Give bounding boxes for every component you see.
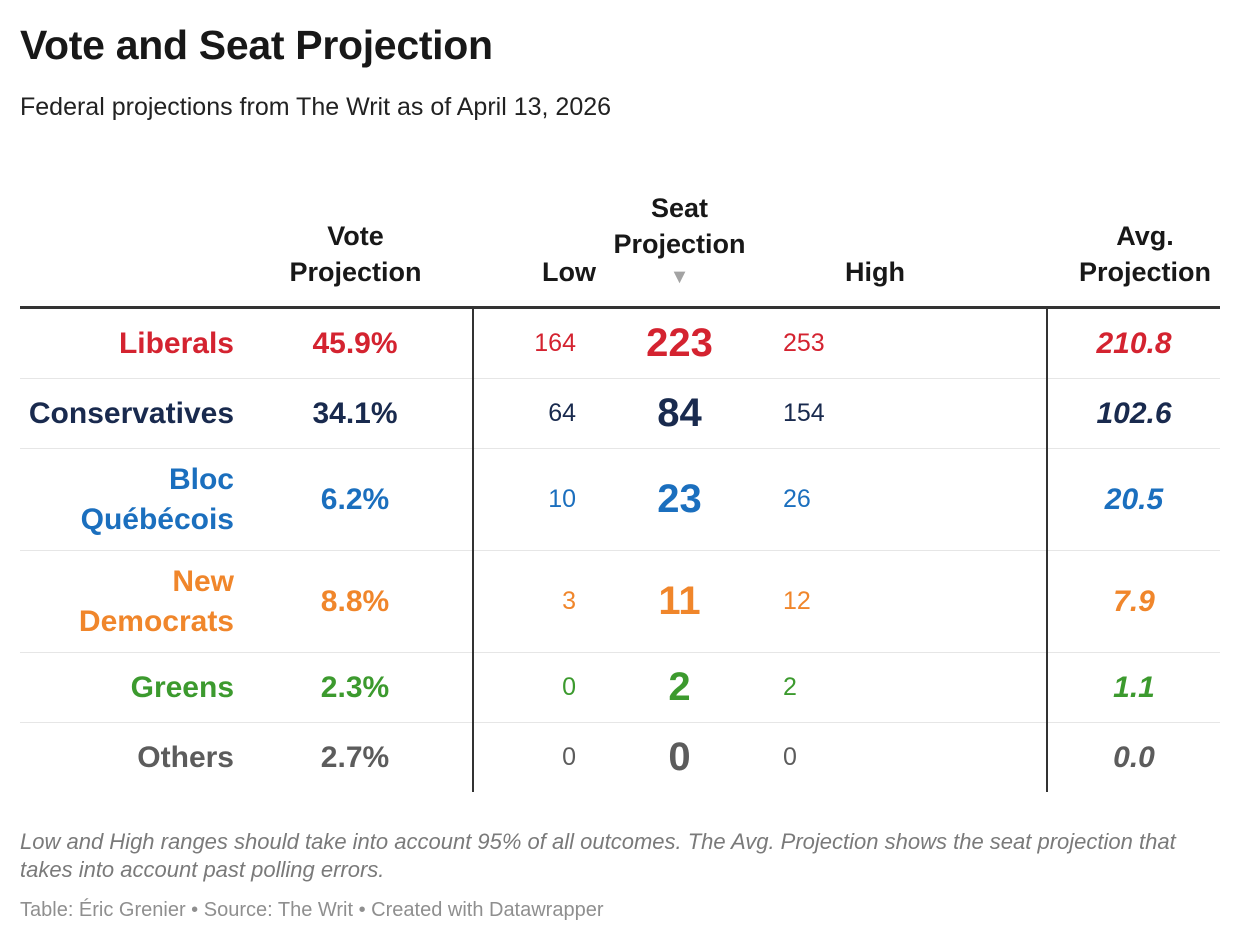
party-name-cell: New Democrats [20, 550, 238, 653]
avg-projection-cell: 1.1 [1046, 652, 1220, 723]
avg-projection-cell: 0.0 [1046, 722, 1220, 792]
seat-low-cell: 0 [472, 722, 596, 792]
table-row: New Democrats 8.8% 3 11 12 7.9 [20, 550, 1220, 653]
avg-projection-cell: 20.5 [1046, 448, 1220, 551]
party-name-label: New Democrats [78, 564, 234, 638]
chart-credit: Table: Éric Grenier • Source: The Writ •… [20, 899, 604, 921]
seat-projection-cell: 84 [596, 378, 763, 449]
chart-subtitle: Federal projections from The Writ as of … [20, 93, 612, 121]
vote-projection-cell: 34.1% [238, 378, 473, 449]
seat-projection-cell: 23 [596, 448, 763, 551]
party-name-cell: Greens [20, 652, 238, 723]
seat-high-cell: 2 [763, 652, 1047, 723]
chart-title: Vote and Seat Projection [20, 22, 493, 68]
party-name-cell: Conservatives [20, 378, 238, 449]
vote-projection-header-label: Vote Projection [289, 221, 422, 287]
party-column-header[interactable] [20, 170, 238, 309]
table-row: Liberals 45.9% 164 223 253 210.8 [20, 307, 1220, 379]
vote-projection-cell: 2.7% [320, 740, 390, 774]
seat-low-cell: 3 [472, 550, 596, 653]
table-row: Greens 2.3% 0 2 2 1.1 [20, 652, 1220, 723]
vote-projection-column-header[interactable]: Vote Projection [238, 170, 473, 309]
seat-high-cell: 12 [763, 550, 1047, 653]
avg-projection-cell: 210.8 [1046, 307, 1220, 379]
vote-projection-cell: 45.9% [238, 307, 473, 379]
table-row: Conservatives 34.1% 64 84 154 102.6 [20, 378, 1220, 449]
vote-projection-cell: 8.8% [238, 550, 473, 653]
party-name-cell: Liberals [20, 307, 238, 379]
projection-table: Vote Projection Low Seat Projection ▼ Hi… [20, 170, 1220, 792]
seat-projection-cell: 0 [668, 735, 691, 779]
high-column-header[interactable]: High [763, 170, 1047, 309]
chart-notes: Low and High ranges should take into acc… [20, 829, 1176, 882]
seat-low-cell: 0 [472, 652, 596, 723]
avg-projection-column-header[interactable]: Avg. Projection [1047, 170, 1220, 309]
seat-low-cell: 10 [472, 448, 596, 551]
avg-projection-cell: 7.9 [1046, 550, 1220, 653]
vote-projection-cell: 6.2% [238, 448, 473, 551]
seat-low-cell: 164 [472, 307, 596, 379]
party-name-cell: Others [137, 740, 234, 774]
seat-projection-cell: 2 [596, 652, 763, 723]
party-name-cell: Bloc Québécois [20, 448, 238, 551]
seat-projection-cell: 11 [596, 550, 763, 653]
table-row: Others 2.7% 0 0 0 0.0 [20, 722, 1220, 792]
low-column-header[interactable]: Low [473, 170, 596, 309]
table-row: Bloc Québécois 6.2% 10 23 26 20.5 [20, 448, 1220, 551]
avg-projection-cell: 102.6 [1046, 378, 1220, 449]
seat-projection-column-header[interactable]: Seat Projection ▼ [596, 170, 763, 309]
sort-descending-icon[interactable]: ▼ [669, 266, 690, 288]
seat-projection-cell: 223 [596, 307, 763, 379]
table-header-row: Vote Projection Low Seat Projection ▼ Hi… [20, 170, 1220, 309]
vote-projection-cell: 2.3% [238, 652, 473, 723]
seat-high-cell: 26 [763, 448, 1047, 551]
seat-high-cell: 0 [783, 743, 797, 771]
seat-low-cell: 64 [472, 378, 596, 449]
party-name-label: Bloc Québécois [80, 462, 234, 536]
seat-high-cell: 154 [763, 378, 1047, 449]
seat-projection-header-label: Seat Projection [613, 193, 746, 259]
avg-projection-header-label: Avg. Projection [1078, 221, 1212, 287]
seat-high-cell: 253 [763, 307, 1047, 379]
